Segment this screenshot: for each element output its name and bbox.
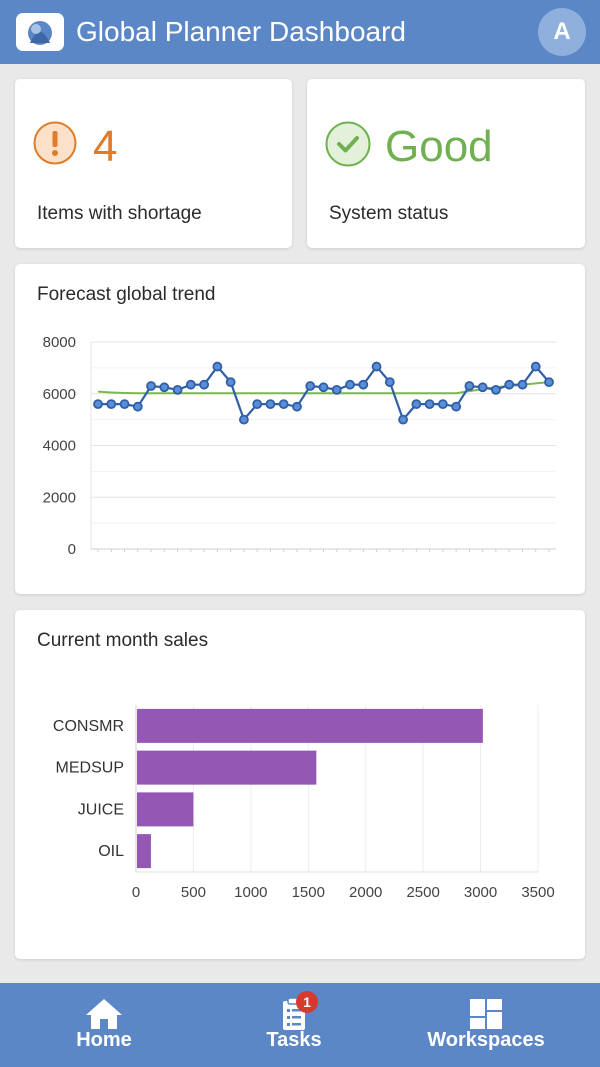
x-tick-label: 2500	[406, 884, 439, 901]
forecast-point	[239, 414, 249, 425]
current-month-sales-title: Current month sales	[37, 630, 209, 651]
category-label: OIL	[98, 843, 124, 860]
forecast-point	[411, 399, 422, 410]
category-label: CONSMR	[53, 718, 124, 735]
forecast-point	[530, 361, 541, 372]
forecast-trend-chart: 0 2000 4000 6000 8000	[43, 334, 556, 558]
system-status-value: Good	[385, 122, 493, 171]
x-tick-label: 0	[132, 884, 140, 901]
avatar[interactable]: A	[538, 8, 586, 56]
x-tick-label: 1500	[292, 884, 325, 901]
forecast-point	[517, 379, 528, 390]
shortage-card[interactable]: 4 Items with shortage	[15, 79, 292, 248]
forecast-trend-title: Forecast global trend	[37, 284, 216, 305]
forecast-point	[159, 382, 170, 393]
system-status-card[interactable]: Good System status	[307, 79, 585, 248]
category-label: MEDSUP	[56, 760, 124, 777]
x-tick-label: 2000	[349, 884, 382, 901]
forecast-point	[212, 361, 223, 372]
forecast-point	[185, 379, 196, 390]
y-tick-label: 6000	[43, 386, 76, 403]
nav-workspaces[interactable]: Workspaces	[386, 983, 586, 1067]
nav-tasks-label: Tasks	[266, 1029, 322, 1051]
forecast-point	[265, 399, 276, 410]
forecast-point	[331, 384, 342, 395]
forecast-point	[93, 399, 103, 410]
sales-bar	[137, 750, 317, 785]
shortage-count: 4	[93, 122, 118, 171]
forecast-point	[199, 379, 210, 390]
x-tick-label: 3500	[521, 884, 554, 901]
tasks-badge: 1	[296, 991, 318, 1013]
current-month-sales-chart: 0 500 1000 1500 2000 2500 3000 3500 CONSMR MEDSUP…	[53, 705, 555, 901]
y-tick-label: 2000	[43, 489, 76, 506]
forecast-point	[477, 382, 488, 393]
x-tick-label: 3000	[464, 884, 497, 901]
app-title: Global Planner Dashboard	[76, 16, 406, 47]
nav-workspaces-label: Workspaces	[427, 1029, 545, 1051]
forecast-point	[119, 399, 130, 410]
y-tick-label: 8000	[43, 334, 76, 351]
check-icon	[325, 121, 371, 167]
forecast-point	[371, 361, 382, 372]
forecast-point	[292, 401, 302, 412]
y-tick-label: 4000	[43, 438, 76, 455]
sales-bar	[137, 792, 194, 827]
forecast-point	[424, 399, 435, 410]
exclamation-icon	[33, 121, 77, 165]
current-month-sales-card: Current month sales 0 500 1000 1500 2000 2500…	[15, 610, 585, 959]
system-status-label: System status	[329, 203, 449, 224]
grid-icon	[470, 999, 502, 1029]
forecast-point	[132, 401, 143, 412]
app-header: Global Planner Dashboard A	[0, 0, 600, 64]
forecast-point	[504, 379, 515, 390]
forecast-point	[398, 414, 408, 425]
nav-home-label: Home	[76, 1029, 132, 1051]
y-tick-label: 0	[68, 541, 76, 558]
forecast-point	[451, 401, 462, 412]
forecast-point	[384, 377, 395, 388]
forecast-trend-card: Forecast global trend 0 2000 4000 6000 8000	[15, 264, 585, 594]
forecast-point	[437, 399, 448, 410]
forecast-point	[464, 381, 475, 391]
forecast-point	[358, 379, 369, 390]
forecast-point	[106, 399, 117, 410]
sales-bar	[137, 834, 151, 869]
x-tick-label: 1000	[234, 884, 267, 901]
forecast-point	[544, 377, 554, 388]
bottom-nav: Home 1 Tasks Workspaces	[0, 983, 600, 1067]
forecast-point	[491, 384, 501, 395]
forecast-point	[318, 382, 329, 393]
x-tick-label: 500	[181, 884, 206, 901]
home-icon	[86, 999, 122, 1029]
shortage-label: Items with shortage	[37, 203, 202, 224]
forecast-point	[305, 381, 316, 391]
nav-tasks[interactable]: 1 Tasks	[194, 983, 394, 1067]
forecast-point	[146, 381, 156, 391]
forecast-point	[345, 379, 355, 390]
sales-bar	[137, 708, 483, 743]
forecast-point	[172, 384, 183, 395]
forecast-point	[252, 399, 263, 410]
forecast-point	[278, 399, 289, 410]
app-logo-icon[interactable]	[16, 13, 64, 51]
forecast-point	[225, 377, 236, 388]
trend-series-line	[97, 381, 550, 395]
nav-home[interactable]: Home	[4, 983, 204, 1067]
category-label: JUICE	[78, 801, 124, 818]
